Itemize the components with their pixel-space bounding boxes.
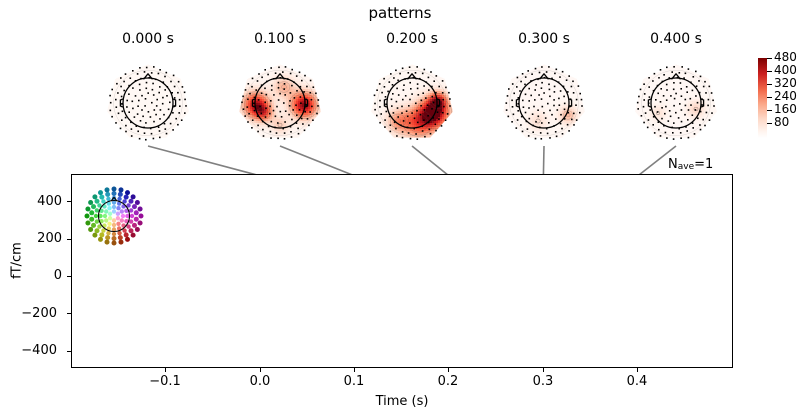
xtick-mark-0-1 [354,368,356,372]
ytick-mark--400 [67,350,71,352]
xtick-mark--0-1 [165,368,167,372]
nave-value: =1 [694,157,714,172]
topomap-0-000s[interactable] [96,57,200,149]
ytick-mark--200 [67,313,71,315]
ytick-mark-200 [67,238,71,240]
ytick-label-400: 400 [37,194,62,209]
topomap-label-0-100s: 0.100 s [254,31,306,47]
topomap-label-0-300s: 0.300 s [518,31,570,47]
colorbar-label-320: 320 [774,76,797,90]
topomap-0-100s[interactable] [228,57,332,149]
ytick-mark-400 [67,201,71,203]
xtick-label--0-1: −0.1 [149,374,181,389]
colorbar: 480 400 320 240 160 80 [752,50,800,148]
xtick-mark-0-4 [637,368,639,372]
colorbar-label-80: 80 [774,115,790,129]
figure-title: patterns [368,4,432,22]
colorbar-tick-160 [767,110,772,111]
topomap-0-300s[interactable] [492,57,596,149]
y-axis-label: fT/cm [9,242,25,279]
colorbar-label-160: 160 [774,102,797,116]
colorbar-label-480: 480 [774,50,797,64]
topomap-label-0-400s: 0.400 s [650,31,702,47]
topomap-0-200s[interactable] [360,57,464,149]
colorbar-tick-480 [767,58,772,59]
colorbar-tick-400 [767,71,772,72]
nave-subscript: ave [677,162,695,172]
colorbar-tick-320 [767,84,772,85]
colorbar-label-400: 400 [774,63,797,77]
colorbar-tick-240 [767,97,772,98]
colorbar-label-240: 240 [774,89,797,103]
topomap-0-400s[interactable] [624,57,728,149]
xtick-mark-0-3 [542,368,544,372]
axes-frame [71,174,733,368]
ytick-mark-0 [67,275,71,277]
colorbar-tick-80 [767,123,772,124]
sensor-layout-colorwheel [80,182,148,250]
xtick-label-0-4: 0.4 [626,374,648,389]
colorbar-gradient [758,58,767,138]
ytick-label--200: −200 [21,306,57,321]
nave-annotation: Nave=1 [668,157,713,172]
xtick-mark-0-2 [448,368,450,372]
xtick-mark-0-0 [259,368,261,372]
topomap-label-0-200s: 0.200 s [386,31,438,47]
xtick-label-0-3: 0.3 [532,374,554,389]
ytick-label-200: 200 [37,231,62,246]
xtick-label-0-2: 0.2 [437,374,459,389]
ytick-label-0: 0 [53,268,62,283]
ytick-label--400: −400 [21,343,57,358]
xtick-label-0-1: 0.1 [343,374,365,389]
xtick-label-0-0: 0.0 [249,374,271,389]
nave-symbol: N [668,157,678,172]
topomap-label-0-000s: 0.000 s [122,31,174,47]
x-axis-label: Time (s) [375,394,429,409]
